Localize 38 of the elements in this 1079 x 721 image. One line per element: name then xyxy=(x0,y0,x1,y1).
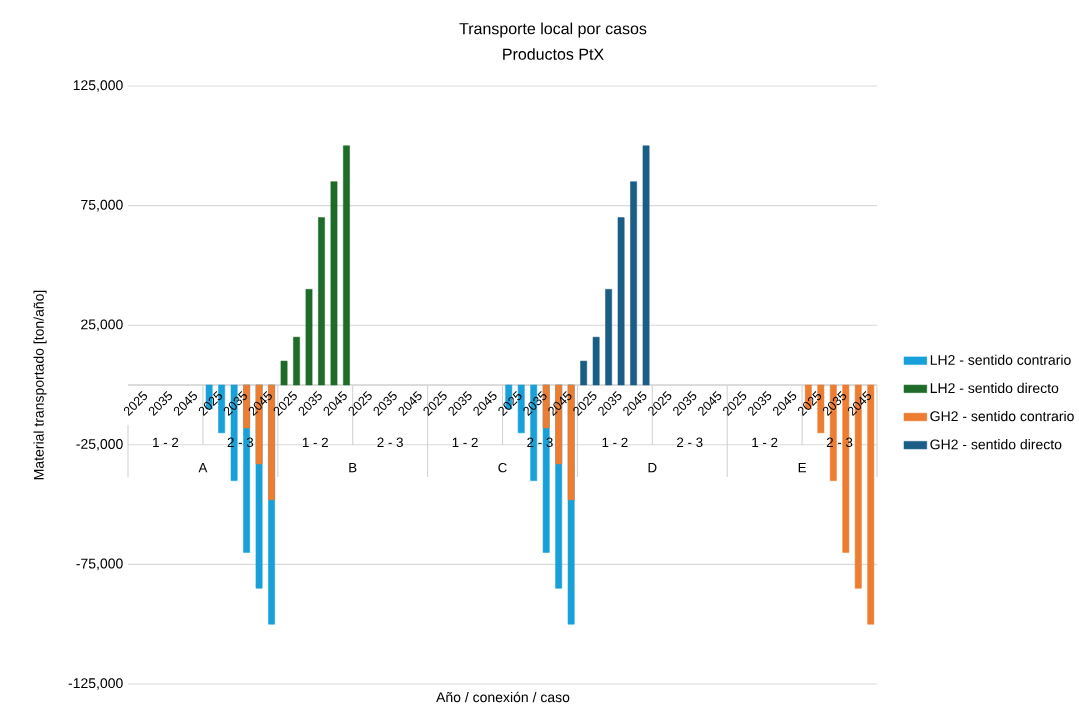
annotation: 1 - 2 xyxy=(452,437,478,447)
annotation: 1 - 2 xyxy=(153,437,179,447)
bar xyxy=(580,360,588,386)
bar xyxy=(642,145,650,386)
annotation: A xyxy=(198,463,208,473)
annotation: 1 - 2 xyxy=(302,437,328,447)
bar xyxy=(330,181,338,386)
y-tick-label: -25,000 xyxy=(76,439,123,451)
y-tick-label: 125,000 xyxy=(73,80,123,92)
annotation: 2 - 3 xyxy=(677,437,703,448)
y-axis-title: Material transportado [ton/año] xyxy=(33,290,47,480)
y-tick-label: -125,000 xyxy=(68,678,123,690)
annotation: E xyxy=(798,463,806,473)
y-tick-label: -75,000 xyxy=(76,558,123,571)
legend-label: GH2 - sentido contrario xyxy=(930,410,1074,422)
chart-subtitle: Productos PtX xyxy=(503,48,604,60)
bar xyxy=(280,360,288,386)
legend-label: LH2 - sentido directo xyxy=(930,382,1059,394)
annotation: 1 - 2 xyxy=(602,437,628,447)
y-tick-label: 25,000 xyxy=(81,319,123,331)
bar xyxy=(343,145,350,386)
legend-label: LH2 - sentido contrario xyxy=(930,354,1071,365)
annotation: C xyxy=(498,462,507,473)
bar xyxy=(293,336,300,386)
annotation: 1 - 2 xyxy=(752,437,778,447)
bar xyxy=(592,336,600,386)
bar xyxy=(605,289,612,386)
y-tick-label: 75,000 xyxy=(81,199,123,212)
annotation: D xyxy=(648,463,657,473)
bar xyxy=(305,289,313,386)
annotation: B xyxy=(349,463,357,473)
chart-title: Transporte local por casos xyxy=(459,22,647,38)
legend-label: GH2 - sentido directo xyxy=(930,439,1062,450)
bar xyxy=(630,181,637,386)
x-axis-title: Año / conexión / caso xyxy=(436,691,570,703)
annotation: 2 - 3 xyxy=(377,437,403,448)
bar xyxy=(318,217,325,386)
bar xyxy=(617,217,625,386)
